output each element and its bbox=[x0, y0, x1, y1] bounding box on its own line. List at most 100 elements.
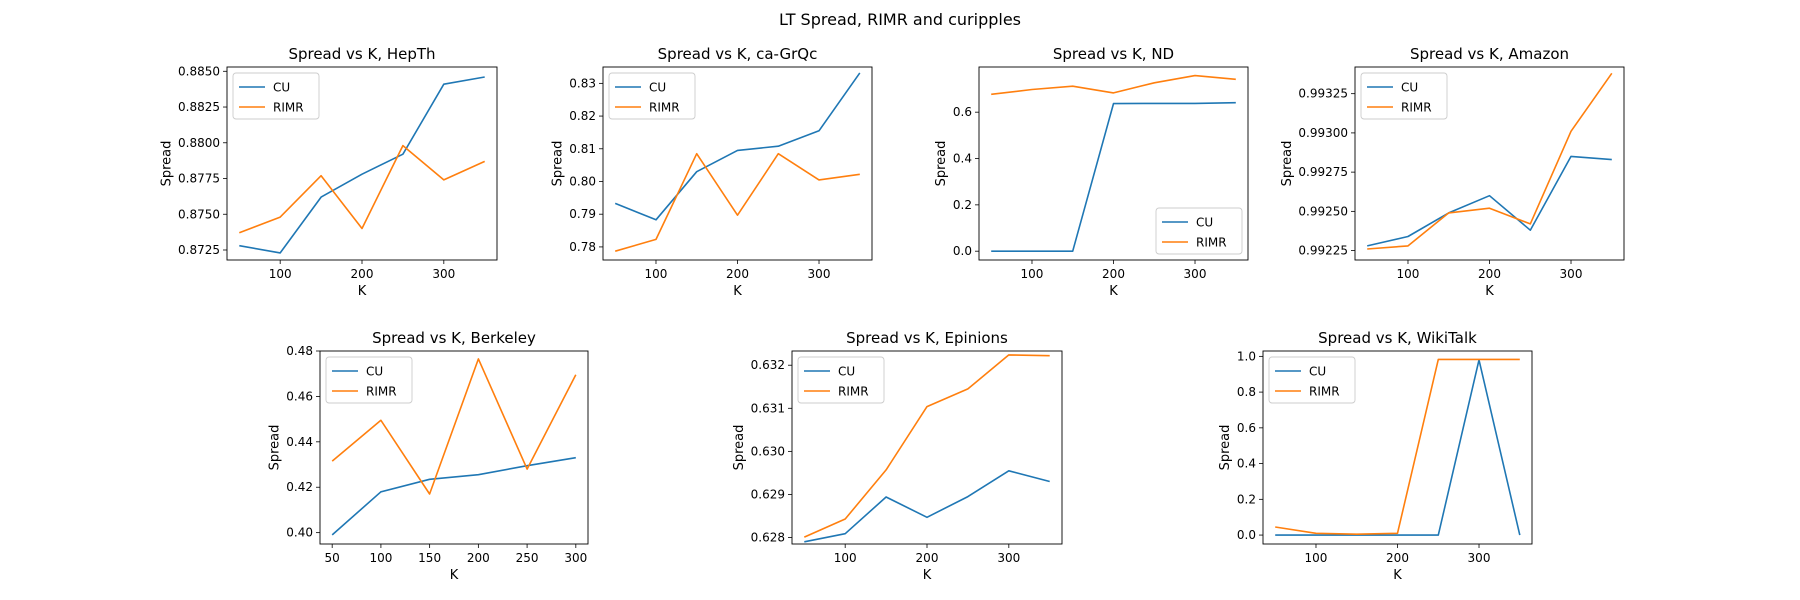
y-tick-label: 0.8800 bbox=[178, 136, 220, 150]
y-tick-label: 0.0 bbox=[1237, 528, 1256, 542]
y-tick-label: 0.81 bbox=[569, 142, 596, 156]
y-tick-label: 0.83 bbox=[569, 76, 596, 90]
x-tick-label: 200 bbox=[1386, 551, 1409, 565]
y-tick-label: 0.46 bbox=[286, 389, 313, 403]
chart-title: Spread vs K, ca-GrQc bbox=[658, 45, 818, 63]
x-axis-label: K bbox=[1485, 284, 1494, 299]
y-tick-label: 0.48 bbox=[286, 344, 313, 358]
legend-label: RIMR bbox=[273, 101, 304, 115]
y-tick-label: 0.99250 bbox=[1298, 204, 1348, 218]
y-tick-label: 0.628 bbox=[751, 531, 785, 545]
x-tick-label: 100 bbox=[369, 551, 392, 565]
legend-label: CU bbox=[649, 81, 666, 95]
x-tick-label: 200 bbox=[916, 551, 939, 565]
plot-frame bbox=[319, 350, 589, 545]
x-tick-label: 250 bbox=[516, 551, 539, 565]
x-tick-label: 100 bbox=[269, 267, 292, 281]
chart-title: Spread vs K, HepTh bbox=[288, 45, 435, 63]
legend-label: CU bbox=[1401, 81, 1418, 95]
series-line-cu bbox=[614, 72, 861, 221]
legend: CU RIMR bbox=[325, 356, 413, 404]
legend-label: RIMR bbox=[649, 101, 680, 115]
y-axis-label: Spread bbox=[1280, 141, 1295, 187]
legend-label: RIMR bbox=[1401, 101, 1432, 115]
plot-frame bbox=[978, 66, 1249, 261]
legend-label: CU bbox=[1196, 216, 1213, 230]
y-tick-label: 0.99225 bbox=[1298, 244, 1348, 258]
y-tick-label: 0.6 bbox=[1237, 421, 1256, 435]
y-tick-label: 0.8850 bbox=[178, 64, 220, 78]
legend-label: RIMR bbox=[838, 385, 869, 399]
y-tick-label: 0.8825 bbox=[178, 100, 220, 114]
chart-panel-1: Spread vs K, HepTh 100 200 300 0.8725 0.8750 0… bbox=[160, 45, 498, 299]
legend-label: CU bbox=[366, 365, 383, 379]
y-tick-label: 0.632 bbox=[751, 358, 785, 372]
x-axis-label: K bbox=[450, 568, 459, 583]
legend-label: RIMR bbox=[366, 385, 397, 399]
y-axis-label: Spread bbox=[267, 425, 282, 471]
x-tick-label: 50 bbox=[325, 551, 340, 565]
plot-frame bbox=[1354, 66, 1625, 261]
series-line-cu bbox=[991, 101, 1236, 252]
y-axis-label: Spread bbox=[1218, 425, 1233, 471]
y-tick-label: 0.99325 bbox=[1298, 87, 1348, 101]
y-tick-label: 0.4 bbox=[1237, 457, 1256, 471]
x-tick-label: 150 bbox=[418, 551, 441, 565]
chart-title: Spread vs K, Epinions bbox=[846, 329, 1008, 347]
x-tick-label: 200 bbox=[1102, 267, 1125, 281]
chart-panel-5: Spread vs K, Berkeley 50 100 150 200 250 300 0.… bbox=[267, 329, 589, 583]
y-tick-label: 0.42 bbox=[286, 480, 313, 494]
x-tick-label: 200 bbox=[726, 267, 749, 281]
x-tick-label: 300 bbox=[1468, 551, 1491, 565]
legend: CU RIMR bbox=[1268, 356, 1356, 404]
chart-title: Spread vs K, WikiTalk bbox=[1318, 329, 1477, 347]
plot-frame bbox=[1262, 350, 1533, 545]
x-tick-label: 200 bbox=[467, 551, 490, 565]
y-tick-label: 0.4 bbox=[953, 152, 972, 166]
plot-frame bbox=[226, 66, 498, 261]
y-axis-label: Spread bbox=[934, 141, 949, 187]
x-tick-label: 100 bbox=[1305, 551, 1328, 565]
y-axis-label: Spread bbox=[160, 141, 175, 187]
y-tick-label: 0.8725 bbox=[178, 243, 220, 257]
y-tick-label: 0.629 bbox=[751, 487, 785, 501]
chart-panel-6: Spread vs K, Epinions 100 200 300 0.628 0.629… bbox=[732, 329, 1063, 583]
series-line-rimr bbox=[803, 354, 1050, 538]
x-tick-label: 300 bbox=[1184, 267, 1207, 281]
y-tick-label: 0.631 bbox=[751, 401, 785, 415]
y-tick-label: 0.8775 bbox=[178, 172, 220, 186]
chart-title: Spread vs K, Berkeley bbox=[372, 329, 536, 347]
series-line-cu bbox=[331, 456, 576, 536]
y-tick-label: 0.79 bbox=[569, 207, 596, 221]
x-tick-label: 200 bbox=[351, 267, 374, 281]
y-tick-label: 1.0 bbox=[1237, 349, 1256, 363]
legend-label: CU bbox=[838, 365, 855, 379]
legend: CU RIMR bbox=[232, 72, 320, 120]
x-tick-label: 100 bbox=[834, 551, 857, 565]
chart-panel-3: Spread vs K, ND 100 200 300 0.0 0.2 0.4 0.6 K Spr… bbox=[934, 45, 1249, 299]
chart-title: Spread vs K, ND bbox=[1053, 45, 1174, 63]
x-axis-label: K bbox=[923, 568, 932, 583]
series-line-rimr bbox=[991, 74, 1236, 96]
y-tick-label: 0.80 bbox=[569, 174, 596, 188]
x-tick-label: 200 bbox=[1478, 267, 1501, 281]
series-line-rimr bbox=[239, 144, 486, 234]
series-line-rimr bbox=[331, 358, 577, 495]
series-line-rimr bbox=[1275, 358, 1520, 536]
y-tick-label: 0.78 bbox=[569, 240, 596, 254]
x-tick-label: 100 bbox=[645, 267, 668, 281]
y-tick-label: 0.8750 bbox=[178, 207, 220, 221]
legend-label: RIMR bbox=[1196, 236, 1227, 250]
y-axis-label: Spread bbox=[550, 141, 565, 187]
chart-panel-7: Spread vs K, WikiTalk 100 200 300 0.0 0.2 0.4 0… bbox=[1218, 329, 1533, 583]
x-tick-label: 300 bbox=[564, 551, 587, 565]
y-tick-label: 0.8 bbox=[1237, 385, 1256, 399]
y-tick-label: 0.82 bbox=[569, 109, 596, 123]
series-line-cu bbox=[1367, 155, 1612, 247]
series-line-rimr bbox=[1367, 72, 1613, 250]
y-tick-label: 0.2 bbox=[953, 198, 972, 212]
x-tick-label: 300 bbox=[432, 267, 455, 281]
plot-frame bbox=[791, 350, 1063, 545]
x-axis-label: K bbox=[733, 284, 742, 299]
x-axis-label: K bbox=[1109, 284, 1118, 299]
